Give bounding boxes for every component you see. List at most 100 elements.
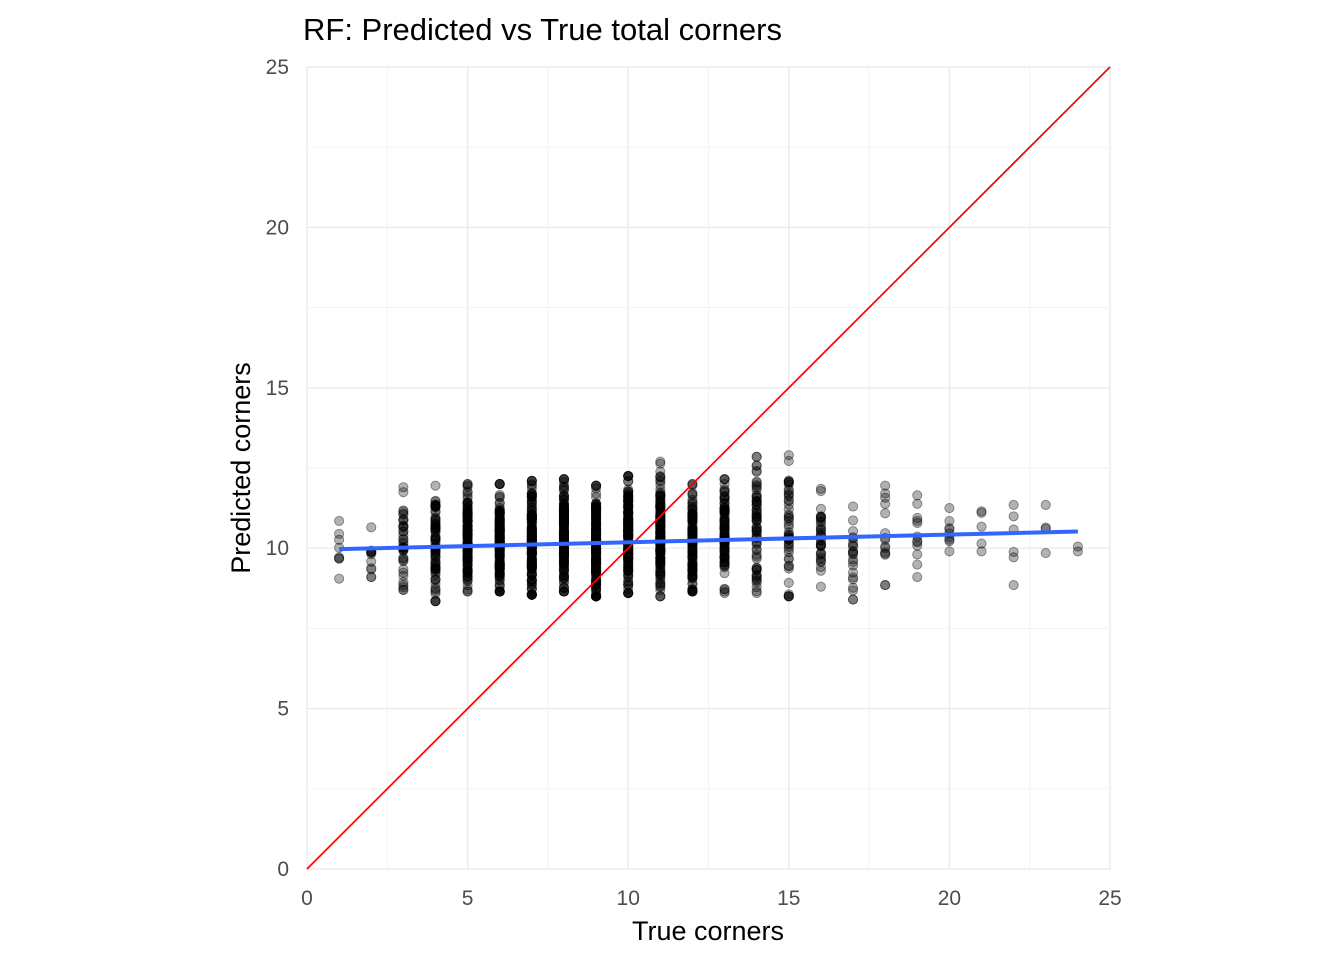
data-point [558, 516, 570, 527]
data-point [687, 566, 698, 577]
data-point [687, 528, 698, 539]
data-point [591, 508, 602, 519]
data-point [847, 526, 859, 537]
data-point [526, 529, 537, 540]
data-point [655, 554, 666, 565]
data-point [623, 486, 634, 497]
data-point [655, 546, 666, 557]
data-point [912, 572, 923, 583]
data-point [591, 509, 602, 520]
data-point [591, 545, 602, 556]
data-point [558, 521, 570, 532]
data-point [655, 552, 666, 563]
data-point [558, 484, 570, 495]
data-point [430, 532, 441, 543]
data-point [687, 584, 698, 595]
data-point [655, 553, 666, 564]
data-point [526, 528, 537, 539]
data-point [558, 573, 570, 584]
data-point [719, 498, 730, 509]
data-point [591, 550, 602, 561]
data-point [462, 574, 473, 585]
data-point [494, 586, 505, 597]
data-point [591, 498, 602, 509]
data-point [976, 521, 987, 532]
data-point [526, 490, 537, 501]
data-point [398, 505, 409, 516]
data-point [655, 556, 666, 567]
data-point [462, 509, 473, 520]
data-point [591, 488, 602, 499]
data-point [655, 578, 666, 589]
data-point [623, 562, 634, 573]
data-point [591, 483, 602, 494]
data-point [430, 496, 441, 507]
data-point [430, 519, 441, 530]
data-point [462, 522, 473, 533]
data-point [655, 471, 666, 483]
data-point [558, 557, 570, 568]
data-point [558, 510, 570, 521]
data-point [366, 564, 377, 575]
data-point [462, 515, 473, 526]
data-point [623, 528, 634, 539]
data-point [655, 528, 666, 539]
data-point [591, 512, 602, 523]
data-point [558, 502, 570, 513]
data-point [623, 565, 634, 576]
data-point [526, 556, 537, 567]
data-point [623, 514, 634, 525]
data-point [398, 482, 409, 493]
data-point [494, 559, 505, 570]
data-point [526, 556, 537, 567]
data-point [430, 596, 441, 607]
data-point [462, 553, 473, 564]
data-point [334, 528, 345, 539]
data-point [558, 557, 570, 568]
data-point [462, 586, 473, 597]
data-point [783, 589, 794, 600]
data-point [623, 529, 634, 541]
data-point [591, 548, 602, 559]
data-point [719, 504, 730, 515]
data-point [494, 516, 505, 527]
data-point [751, 499, 762, 510]
data-point [655, 544, 666, 555]
data-point [430, 501, 441, 512]
data-point [558, 550, 570, 562]
data-point [430, 574, 441, 585]
data-point [591, 515, 602, 526]
data-point [558, 558, 570, 569]
data-point [558, 547, 570, 558]
data-point [623, 523, 634, 534]
data-point [334, 553, 345, 564]
data-point [558, 516, 570, 527]
data-point [655, 526, 666, 537]
data-point [526, 584, 537, 595]
data-point [430, 549, 441, 560]
data-point [847, 541, 859, 552]
data-point [815, 503, 826, 514]
data-point [591, 529, 602, 541]
data-point [526, 569, 537, 580]
data-point [783, 515, 794, 526]
data-point [462, 521, 473, 532]
data-point [558, 546, 570, 557]
data-point [494, 567, 505, 578]
data-point [623, 515, 634, 526]
data-point [880, 508, 891, 519]
data-point [655, 591, 666, 602]
data-point [494, 523, 505, 534]
data-point [494, 508, 505, 519]
data-point [526, 548, 537, 559]
data-point [655, 527, 666, 538]
data-point [591, 556, 602, 567]
data-point [494, 525, 505, 536]
data-point [751, 516, 762, 527]
data-point [623, 515, 634, 526]
data-point [719, 505, 730, 516]
data-point [912, 537, 923, 548]
data-point [719, 557, 730, 568]
data-point [462, 502, 473, 513]
data-point [558, 474, 570, 485]
